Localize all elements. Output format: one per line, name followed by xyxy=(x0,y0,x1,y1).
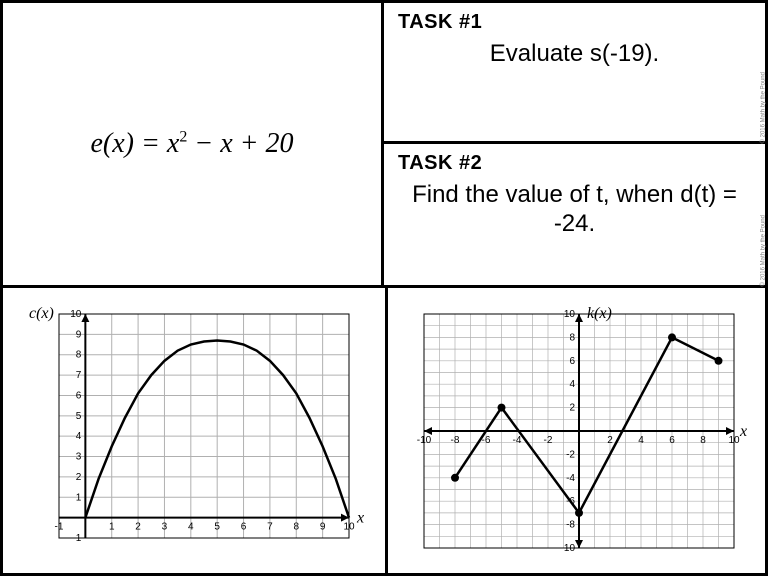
credit-text-2: © 2016 Math by the Pound xyxy=(760,215,766,286)
task-2-heading: TASK #2 xyxy=(398,152,751,175)
svg-text:7: 7 xyxy=(76,370,82,381)
svg-text:3: 3 xyxy=(162,521,168,532)
task-1-body: Evaluate s(-19). xyxy=(398,40,751,69)
svg-text:6: 6 xyxy=(569,355,575,366)
svg-text:8: 8 xyxy=(569,332,575,343)
bottom-row: -112345678910-112345678910c(x)x -10-8-6-… xyxy=(3,288,765,573)
svg-text:2: 2 xyxy=(76,471,82,482)
svg-text:-4: -4 xyxy=(566,472,575,483)
svg-text:2: 2 xyxy=(607,435,613,446)
svg-text:10: 10 xyxy=(728,435,740,446)
svg-text:-1: -1 xyxy=(55,521,64,532)
svg-text:7: 7 xyxy=(267,521,273,532)
svg-text:6: 6 xyxy=(76,390,82,401)
svg-text:10: 10 xyxy=(70,309,82,320)
worksheet-grid: e(x) = x2 − x + 20 TASK #1 Evaluate s(-1… xyxy=(0,0,768,576)
svg-text:k(x): k(x) xyxy=(587,305,612,322)
svg-text:3: 3 xyxy=(76,451,82,462)
task-1: TASK #1 Evaluate s(-19). © 2016 Math by … xyxy=(384,3,765,144)
svg-text:10: 10 xyxy=(343,521,355,532)
svg-text:10: 10 xyxy=(564,309,576,320)
credit-text: © 2016 Math by the Pound xyxy=(760,72,766,143)
svg-text:-10: -10 xyxy=(561,543,576,554)
svg-text:x: x xyxy=(739,423,747,440)
svg-text:8: 8 xyxy=(76,349,82,360)
svg-text:9: 9 xyxy=(320,521,326,532)
svg-text:c(x): c(x) xyxy=(29,305,54,322)
svg-text:-8: -8 xyxy=(566,519,575,530)
equals: = xyxy=(141,128,167,159)
formula-expression: e(x) = x2 − x + 20 xyxy=(90,128,293,160)
svg-text:9: 9 xyxy=(76,329,82,340)
tasks-cell: TASK #1 Evaluate s(-19). © 2016 Math by … xyxy=(384,3,765,285)
chart-c: -1 1 2 3 4 5 6 7 8 9 10 -1 1 2 3 4 5 6 7 8 9 10 c(x) x xyxy=(9,296,379,566)
task-2-body: Find the value of t, when d(t) = -24. xyxy=(398,181,751,239)
top-row: e(x) = x2 − x + 20 TASK #1 Evaluate s(-1… xyxy=(3,3,765,288)
svg-text:2: 2 xyxy=(135,521,141,532)
formula-var: x xyxy=(167,128,179,159)
task-1-heading: TASK #1 xyxy=(398,11,751,34)
svg-text:x: x xyxy=(356,509,364,526)
svg-text:4: 4 xyxy=(76,431,82,442)
svg-text:4: 4 xyxy=(188,521,194,532)
svg-text:6: 6 xyxy=(669,435,675,446)
svg-text:4: 4 xyxy=(569,379,575,390)
svg-text:1: 1 xyxy=(76,492,82,503)
svg-text:5: 5 xyxy=(214,521,220,532)
svg-text:1: 1 xyxy=(109,521,115,532)
chart-c-cell: -1 1 2 3 4 5 6 7 8 9 10 -1 1 2 3 4 5 6 7 8 9 10 c(x) x xyxy=(3,288,388,573)
formula-cell: e(x) = x2 − x + 20 xyxy=(3,3,384,285)
chart-k-cell: -10-8-6-4-2246810-10-8-6-4-2246810k(x)x xyxy=(388,288,768,573)
task-2: TASK #2 Find the value of t, when d(t) =… xyxy=(384,144,765,285)
chart-k: -10-8-6-4-2246810-10-8-6-4-2246810k(x)x xyxy=(394,296,764,566)
svg-text:4: 4 xyxy=(638,435,644,446)
svg-text:8: 8 xyxy=(293,521,299,532)
svg-text:2: 2 xyxy=(569,402,575,413)
formula-rest: − x + 20 xyxy=(187,128,293,159)
formula-lhs: e(x) xyxy=(90,128,134,159)
svg-text:-4: -4 xyxy=(513,435,522,446)
svg-text:-8: -8 xyxy=(451,435,460,446)
svg-text:8: 8 xyxy=(700,435,706,446)
svg-text:-2: -2 xyxy=(566,449,575,460)
svg-text:5: 5 xyxy=(76,410,82,421)
svg-text:6: 6 xyxy=(241,521,247,532)
svg-text:-2: -2 xyxy=(544,435,553,446)
svg-text:-1: -1 xyxy=(72,533,81,544)
svg-text:-10: -10 xyxy=(417,435,432,446)
